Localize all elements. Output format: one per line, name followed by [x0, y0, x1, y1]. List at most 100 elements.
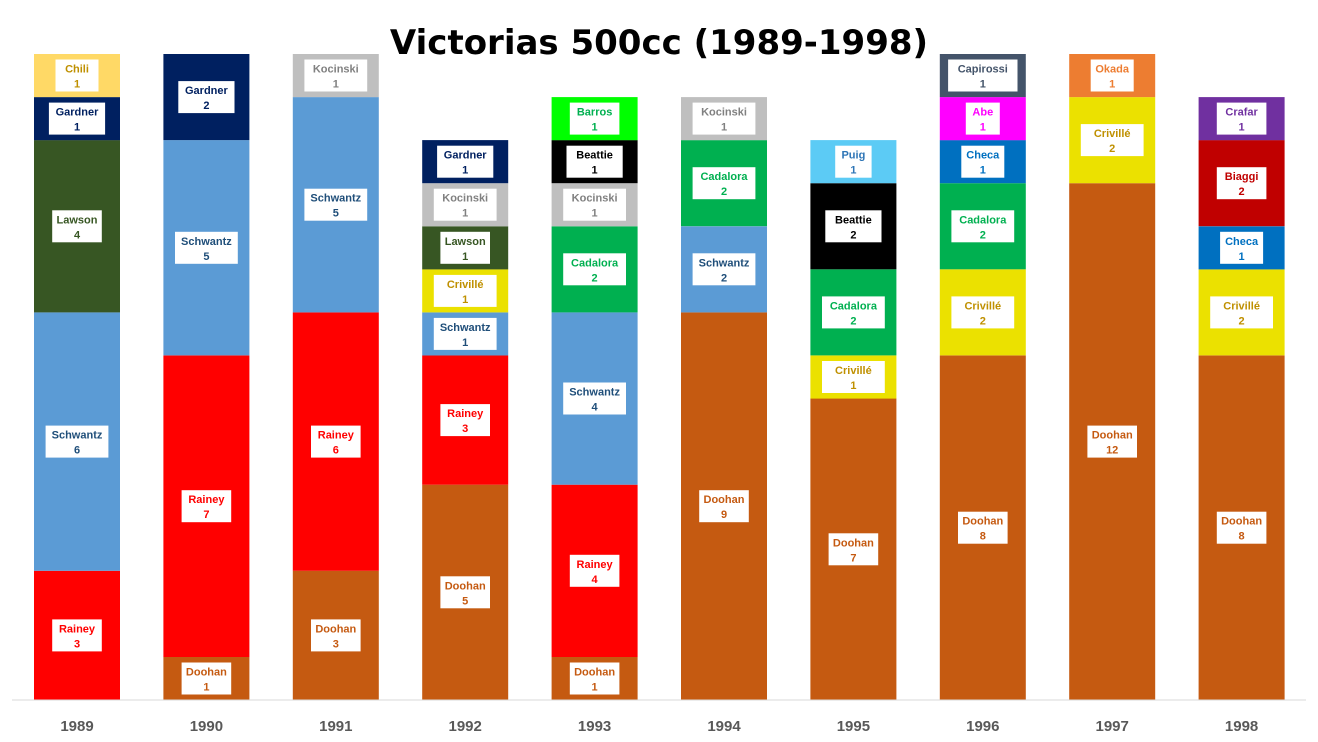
data-label-box-1989-schwantz [45, 425, 109, 458]
data-label-rider-1993-barros: Barros [577, 107, 612, 119]
data-label-box-1997-doohan [1087, 425, 1137, 458]
data-label-rider-1993-doohan: Doohan [574, 667, 615, 679]
data-label-box-1989-chili [55, 59, 99, 92]
data-label-box-1993-kocinski [563, 188, 626, 221]
data-label-wins-1989-rainey: 3 [74, 638, 80, 650]
data-label-wins-1992-kocinski: 1 [462, 208, 468, 220]
data-label-box-1990-doohan [181, 662, 232, 695]
data-label-wins-1996-cadalora: 2 [980, 229, 986, 241]
data-label-box-1989-rainey [52, 619, 102, 652]
data-label-rider-1996-criville: Crivillé [964, 300, 1001, 312]
plot-area: Rainey 3 Schwantz 6 Lawson 4 Gardner 1 Chili 1 Doo… [34, 54, 1285, 700]
data-label-rider-1998-checa: Checa [1225, 236, 1259, 248]
data-label-box-1992-lawson [440, 231, 490, 264]
data-label-box-1994-doohan [699, 490, 749, 523]
data-label-wins-1995-puig: 1 [850, 165, 856, 177]
data-label-box-1991-schwantz [304, 188, 368, 221]
data-label-rider-1996-capirossi: Capirossi [958, 64, 1008, 76]
data-label-box-1997-criville [1080, 124, 1144, 157]
data-label-box-1990-schwantz [175, 231, 238, 264]
data-label-box-1991-rainey [311, 425, 361, 458]
data-label-rider-1990-rainey: Rainey [188, 494, 225, 506]
data-label-box-1993-doohan [569, 662, 620, 695]
data-label-wins-1994-kocinski: 1 [721, 122, 727, 134]
data-label-rider-1998-biaggi: Biaggi [1225, 171, 1259, 183]
data-label-rider-1995-puig: Puig [841, 150, 865, 162]
data-label-wins-1995-beattie: 2 [850, 229, 856, 241]
data-label-rider-1997-doohan: Doohan [1092, 430, 1133, 442]
data-label-rider-1992-lawson: Lawson [445, 236, 486, 248]
data-label-wins-1996-abe: 1 [980, 122, 986, 134]
data-label-rider-1991-rainey: Rainey [318, 430, 355, 442]
data-label-wins-1993-doohan: 1 [592, 682, 598, 694]
data-label-box-1996-checa [961, 145, 1005, 178]
data-label-wins-1996-capirossi: 1 [980, 79, 986, 91]
data-label-wins-1995-cadalora: 2 [850, 315, 856, 327]
chart-title: Victorias 500cc (1989-1998) [390, 23, 928, 63]
data-label-box-1994-schwantz [692, 253, 756, 286]
data-label-rider-1992-doohan: Doohan [445, 580, 486, 592]
data-label-box-1992-kocinski [433, 188, 497, 221]
data-label-wins-1990-gardner: 2 [203, 100, 209, 112]
data-label-rider-1994-cadalora: Cadalora [700, 171, 748, 183]
x-tick-1992: 1992 [449, 718, 482, 735]
data-label-rider-1991-doohan: Doohan [315, 623, 356, 635]
data-label-rider-1997-criville: Crivillé [1094, 128, 1131, 140]
x-axis-ticks: 1989 1990 1991 1992 1993 1994 1995 1996 1997 1998 [60, 718, 1258, 735]
data-label-wins-1993-kocinski: 1 [592, 208, 598, 220]
data-label-wins-1993-barros: 1 [592, 122, 598, 134]
data-label-box-1992-doohan [440, 576, 490, 609]
data-label-rider-1994-kocinski: Kocinski [701, 107, 747, 119]
data-label-box-1998-criville [1210, 296, 1273, 329]
data-label-box-1998-checa [1220, 231, 1264, 264]
data-label-wins-1994-schwantz: 2 [721, 272, 727, 284]
data-label-rider-1998-crafar: Crafar [1225, 107, 1258, 119]
data-label-rider-1990-gardner: Gardner [185, 85, 229, 97]
data-label-wins-1990-schwantz: 5 [203, 251, 209, 263]
data-label-rider-1993-schwantz: Schwantz [569, 387, 620, 399]
data-label-rider-1998-doohan: Doohan [1221, 516, 1262, 528]
data-label-box-1993-schwantz [563, 382, 626, 415]
data-label-rider-1989-gardner: Gardner [56, 107, 100, 119]
data-label-box-1995-beattie [825, 210, 882, 243]
data-label-rider-1991-schwantz: Schwantz [310, 193, 361, 205]
x-tick-1989: 1989 [60, 718, 93, 735]
data-label-box-1993-rainey [569, 554, 620, 587]
data-label-wins-1992-lawson: 1 [462, 251, 468, 263]
data-label-box-1994-kocinski [692, 102, 756, 135]
x-tick-1993: 1993 [578, 718, 611, 735]
data-label-rider-1992-criville: Crivillé [447, 279, 484, 291]
data-label-rider-1992-kocinski: Kocinski [442, 193, 488, 205]
data-label-box-1994-cadalora [692, 167, 756, 200]
data-label-box-1995-doohan [828, 533, 879, 566]
data-label-rider-1996-doohan: Doohan [962, 516, 1003, 528]
data-label-wins-1989-lawson: 4 [74, 229, 81, 241]
data-label-rider-1994-doohan: Doohan [704, 494, 745, 506]
data-label-wins-1998-criville: 2 [1239, 315, 1245, 327]
data-label-wins-1991-rainey: 6 [333, 445, 339, 457]
data-label-rider-1993-rainey: Rainey [577, 559, 614, 571]
data-label-box-1996-capirossi [948, 59, 1018, 92]
data-label-wins-1992-gardner: 1 [462, 165, 468, 177]
data-label-rider-1995-beattie: Beattie [835, 214, 872, 226]
data-label-rider-1990-schwantz: Schwantz [181, 236, 232, 248]
data-label-rider-1989-lawson: Lawson [57, 214, 98, 226]
data-label-wins-1995-criville: 1 [850, 380, 856, 392]
data-label-wins-1990-rainey: 7 [203, 509, 209, 521]
data-label-rider-1993-cadalora: Cadalora [571, 257, 619, 269]
data-label-wins-1997-doohan: 12 [1106, 445, 1118, 457]
data-label-wins-1989-gardner: 1 [74, 122, 80, 134]
x-tick-1991: 1991 [319, 718, 352, 735]
data-label-box-1990-gardner [178, 81, 235, 114]
data-label-box-1998-doohan [1216, 511, 1267, 544]
data-label-rider-1989-chili: Chili [65, 64, 89, 76]
data-label-box-1996-cadalora [951, 210, 1015, 243]
x-tick-1998: 1998 [1225, 718, 1258, 735]
x-tick-1995: 1995 [837, 718, 870, 735]
data-label-wins-1989-chili: 1 [74, 79, 80, 91]
data-label-wins-1993-cadalora: 2 [592, 272, 598, 284]
data-label-rider-1995-cadalora: Cadalora [830, 300, 878, 312]
data-label-rider-1989-rainey: Rainey [59, 623, 96, 635]
data-label-wins-1993-schwantz: 4 [592, 402, 599, 414]
